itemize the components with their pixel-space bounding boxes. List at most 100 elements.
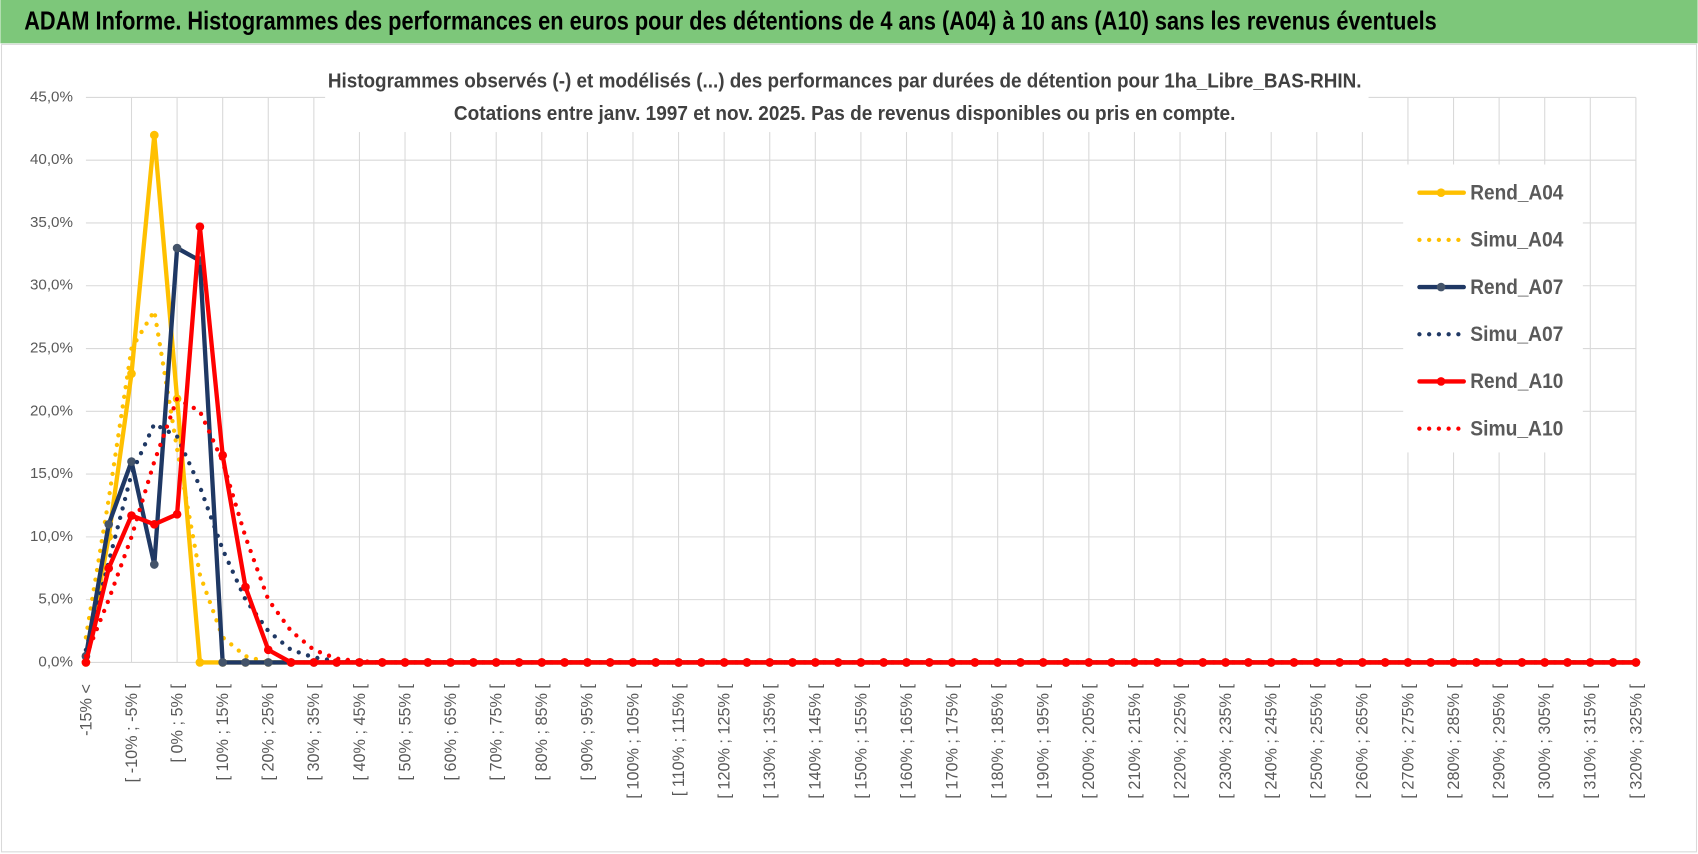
point-marker: [902, 658, 911, 667]
x-tick-label: [ 270% ; 275% [: [1399, 684, 1417, 799]
legend-label: Simu_A10: [1470, 415, 1563, 440]
y-tick-label: 40,0%: [30, 151, 73, 168]
point-marker: [1198, 658, 1208, 667]
x-tick-label: [ 40% ; 45% [: [351, 684, 369, 781]
point-marker: [514, 658, 524, 667]
chart-subtitle: Cotations entre janv. 1997 et nov. 2025.…: [454, 102, 1235, 125]
point-marker: [81, 658, 91, 667]
x-tick-label: [ 240% ; 245% [: [1263, 684, 1281, 799]
y-tick-label: 45,0%: [30, 88, 73, 105]
x-tick-label: [ 110% ; 115% [: [670, 684, 688, 797]
point-marker: [583, 658, 592, 667]
point-marker: [765, 658, 775, 667]
header-title: ADAM Informe. Histogrammes des performan…: [24, 6, 1437, 36]
y-tick-label: 5,0%: [38, 591, 73, 608]
point-marker: [651, 658, 661, 667]
chart-title: Histogrammes observés (-) et modélisés (…: [328, 70, 1362, 93]
x-tick-label: [ 30% ; 35% [: [305, 684, 323, 781]
point-marker: [788, 658, 797, 667]
x-tick-label: [ 320% ; 325% [: [1627, 684, 1645, 799]
x-tick-label: [ 290% ; 295% [: [1490, 684, 1508, 799]
point-marker: [104, 563, 114, 573]
point-marker: [719, 658, 729, 667]
x-tick-label: [ 260% ; 265% [: [1354, 684, 1372, 799]
x-tick-label: [ 140% ; 145% [: [807, 684, 825, 799]
x-tick-label: [ 70% ; 75% [: [488, 684, 506, 781]
x-tick-label: [ 20% ; 25% [: [260, 684, 278, 781]
point-marker: [833, 658, 843, 667]
point-marker: [127, 511, 136, 520]
point-marker: [309, 658, 319, 667]
legend-marker: [1436, 377, 1446, 386]
x-tick-label: [ -10% ; -5% [: [123, 684, 141, 783]
point-marker: [1449, 658, 1458, 667]
x-tick-label: [ 10% ; 15% [: [214, 684, 232, 781]
legend-label: Rend_A10: [1470, 368, 1563, 393]
x-tick-label: -15% <: [77, 684, 95, 736]
x-tick-label: [ 190% ; 195% [: [1035, 684, 1053, 799]
x-tick-label: [ 0% ; 5% [: [168, 684, 186, 763]
x-tick-label: [ 250% ; 255% [: [1308, 684, 1326, 799]
y-tick-label: 15,0%: [30, 465, 73, 482]
point-marker: [263, 658, 273, 667]
point-marker: [1312, 658, 1322, 667]
x-tick-label: [ 200% ; 205% [: [1080, 684, 1098, 799]
point-marker: [172, 509, 182, 519]
point-marker: [104, 519, 114, 529]
point-marker: [286, 658, 296, 667]
legend: Rend_A04 Simu_A04 Rend_A07 Simu_A07 Rend_A10…: [1403, 164, 1583, 453]
point-marker: [924, 658, 934, 667]
x-tick-label: [ 210% ; 215% [: [1126, 684, 1144, 799]
legend-label: Rend_A04: [1470, 179, 1563, 204]
y-tick-label: 30,0%: [30, 277, 73, 294]
point-marker: [446, 658, 455, 667]
point-marker: [149, 519, 159, 529]
y-tick-label: 0,0%: [38, 653, 73, 670]
legend-marker: [1436, 188, 1446, 197]
x-tick-label: [ 130% ; 135% [: [761, 684, 779, 799]
point-marker: [127, 457, 136, 466]
x-tick-label: [ 220% ; 225% [: [1171, 684, 1189, 799]
point-marker: [127, 369, 136, 378]
x-tick-label: [ 150% ; 155% [: [852, 684, 870, 799]
point-marker: [195, 222, 205, 232]
point-marker: [1107, 658, 1116, 667]
point-marker: [560, 658, 569, 667]
legend-label: Simu_A07: [1470, 321, 1563, 346]
x-tick-label: [ 120% ; 125% [: [716, 684, 734, 799]
point-marker: [491, 658, 501, 667]
title-background: [325, 64, 1369, 133]
point-marker: [241, 582, 250, 592]
plot-area: [81, 130, 1641, 667]
point-marker: [697, 658, 706, 667]
x-tick-label: [ 280% ; 285% [: [1445, 684, 1463, 799]
legend-label: Simu_A04: [1470, 227, 1563, 252]
y-tick-label: 35,0%: [30, 214, 73, 231]
legend-label: Rend_A07: [1470, 274, 1563, 299]
point-marker: [856, 658, 866, 667]
y-tick-label: 20,0%: [30, 402, 73, 419]
x-tick-label: [ 50% ; 55% [: [396, 684, 414, 781]
point-marker: [993, 658, 1002, 667]
x-tick-label: [ 310% ; 315% [: [1582, 684, 1600, 799]
point-marker: [1061, 658, 1071, 667]
legend-background: [1403, 164, 1583, 453]
x-tick-label: [ 100% ; 105% [: [624, 684, 642, 799]
x-tick-label: [ 170% ; 175% [: [943, 684, 961, 799]
point-marker: [628, 658, 638, 667]
point-marker: [195, 658, 205, 667]
point-marker: [970, 658, 980, 667]
y-tick-label: 10,0%: [30, 528, 73, 545]
point-marker: [172, 243, 182, 253]
point-marker: [149, 560, 159, 569]
point-marker: [377, 658, 387, 667]
x-tick-label: [ 90% ; 95% [: [579, 684, 597, 781]
y-tick-label: 25,0%: [30, 340, 73, 357]
point-marker: [263, 645, 273, 655]
point-marker: [241, 658, 250, 667]
point-marker: [1517, 658, 1527, 667]
x-tick-label: [ 80% ; 85% [: [533, 684, 551, 781]
x-tick-label: [ 300% ; 305% [: [1536, 684, 1554, 799]
